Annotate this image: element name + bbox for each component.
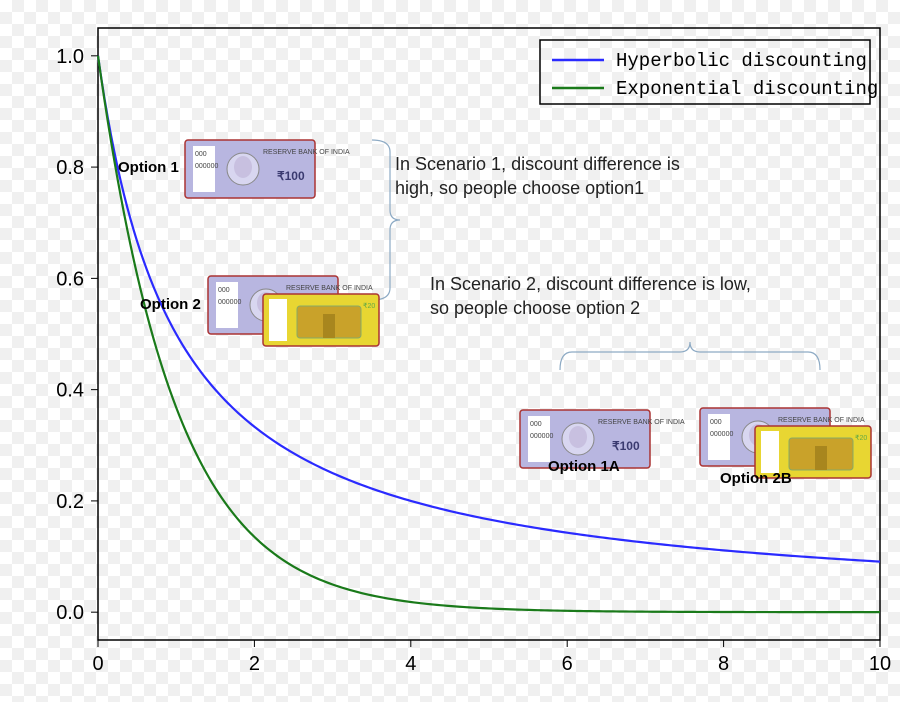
- y-tick-label: 0.4: [56, 380, 84, 402]
- annotations: In Scenario 1, discount difference is hig…: [395, 154, 751, 318]
- chart-container: 000 000000 RESERVE BANK OF INDIA ₹100 ₹2…: [0, 0, 900, 697]
- y-tick-label: 0.2: [56, 491, 84, 513]
- discounting-chart: 000 000000 RESERVE BANK OF INDIA ₹100 ₹2…: [0, 0, 900, 697]
- banknote-n1: [185, 140, 350, 198]
- banknote-n2: [208, 276, 379, 346]
- y-tick-label: 0.8: [56, 157, 84, 179]
- y-tick-label: 1.0: [56, 46, 84, 68]
- x-tick-label: 10: [869, 653, 891, 675]
- y-tick-label: 0.0: [56, 602, 84, 624]
- x-tick-label: 2: [249, 653, 260, 675]
- legend-label: Hyperbolic discounting: [616, 50, 867, 72]
- x-tick-label: 4: [405, 653, 416, 675]
- label-option1: Option 1: [118, 159, 179, 176]
- x-tick-label: 6: [562, 653, 573, 675]
- annotation-scenario2-line0: In Scenario 2, discount difference is lo…: [430, 274, 751, 294]
- legend-label: Exponential discounting: [616, 78, 878, 100]
- annotation-scenario2-line1: so people choose option 2: [430, 298, 640, 318]
- legend: Hyperbolic discounting Exponential discou…: [540, 40, 878, 104]
- label-option2b: Option 2B: [720, 470, 792, 487]
- y-tick-label: 0.6: [56, 268, 84, 290]
- brace-scenario2: [560, 342, 820, 370]
- label-option2: Option 2: [140, 296, 201, 313]
- label-option1a: Option 1A: [548, 458, 620, 475]
- x-tick-label: 0: [92, 653, 103, 675]
- x-tick-label: 8: [718, 653, 729, 675]
- annotation-scenario1-line1: high, so people choose option1: [395, 178, 644, 198]
- banknote-n2b: [700, 408, 871, 478]
- braces: [372, 140, 820, 370]
- annotation-scenario1-line0: In Scenario 1, discount difference is: [395, 154, 680, 174]
